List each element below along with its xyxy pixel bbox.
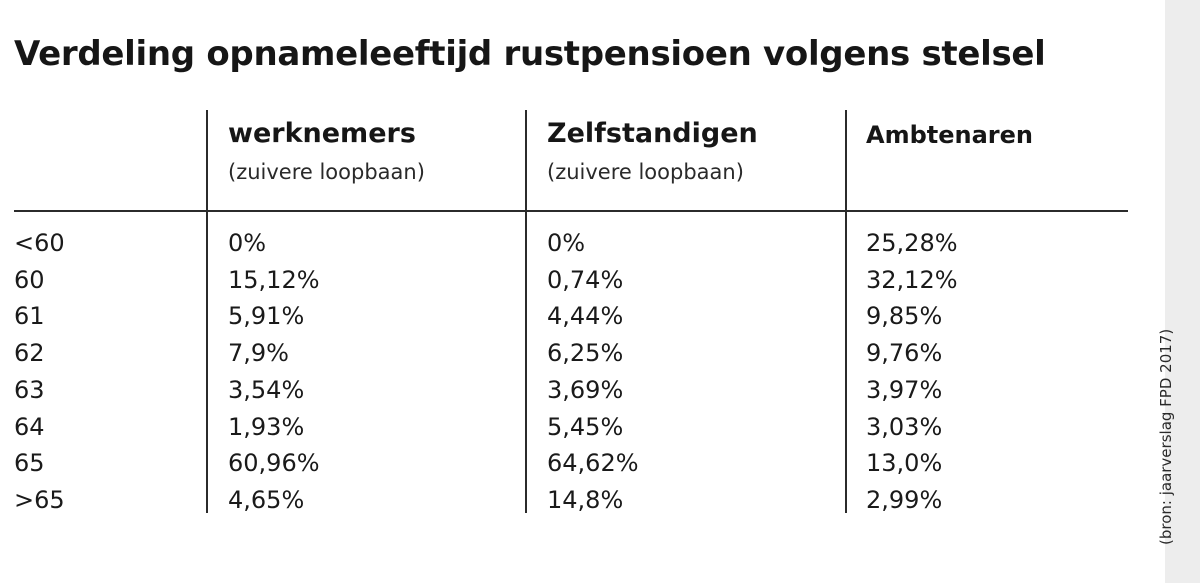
row-label: 60 — [14, 266, 45, 294]
table-cell: 3,54% — [228, 376, 305, 404]
table-cell: 5,45% — [547, 413, 624, 441]
table-cell: 64,62% — [547, 449, 639, 477]
table-cell: 3,03% — [866, 413, 943, 441]
row-label: 63 — [14, 376, 45, 404]
table-cell: 3,97% — [866, 376, 943, 404]
table-cell: 0% — [228, 229, 267, 257]
table-cell: 6,25% — [547, 339, 624, 367]
column-divider — [845, 110, 847, 513]
table-cell: 32,12% — [866, 266, 958, 294]
table-cell: 2,99% — [866, 486, 943, 514]
table-cell: 4,44% — [547, 302, 624, 330]
table-cell: 5,91% — [228, 302, 305, 330]
table-cell: 9,85% — [866, 302, 943, 330]
table-cell: 13,0% — [866, 449, 943, 477]
column-header-werknemers: werknemers — [228, 118, 416, 149]
column-subheader-werknemers: (zuivere loopbaan) — [228, 160, 425, 184]
table-cell: 60,96% — [228, 449, 320, 477]
column-divider — [206, 110, 208, 513]
table-cell: 14,8% — [547, 486, 624, 514]
table-cell: 1,93% — [228, 413, 305, 441]
table-cell: 7,9% — [228, 339, 289, 367]
chart-title: Verdeling opnameleeftijd rustpensioen vo… — [14, 34, 1046, 74]
source-note: (bron: jaarverslag FPD 2017) — [1157, 328, 1175, 545]
row-label: <60 — [14, 229, 65, 257]
column-header-zelfstandigen: Zelfstandigen — [547, 118, 758, 149]
column-subheader-zelfstandigen: (zuivere loopbaan) — [547, 160, 744, 184]
side-strip — [1165, 0, 1200, 583]
table-cell: 0,74% — [547, 266, 624, 294]
table-cell: 3,69% — [547, 376, 624, 404]
header-divider — [14, 210, 1128, 212]
table-cell: 0% — [547, 229, 586, 257]
row-label: 61 — [14, 302, 45, 330]
table-cell: 15,12% — [228, 266, 320, 294]
row-label: 64 — [14, 413, 45, 441]
table-cell: 9,76% — [866, 339, 943, 367]
row-label: >65 — [14, 486, 65, 514]
column-divider — [525, 110, 527, 513]
column-header-ambtenaren: Ambtenaren — [866, 121, 1033, 149]
table-cell: 25,28% — [866, 229, 958, 257]
table-cell: 4,65% — [228, 486, 305, 514]
row-label: 65 — [14, 449, 45, 477]
row-label: 62 — [14, 339, 45, 367]
